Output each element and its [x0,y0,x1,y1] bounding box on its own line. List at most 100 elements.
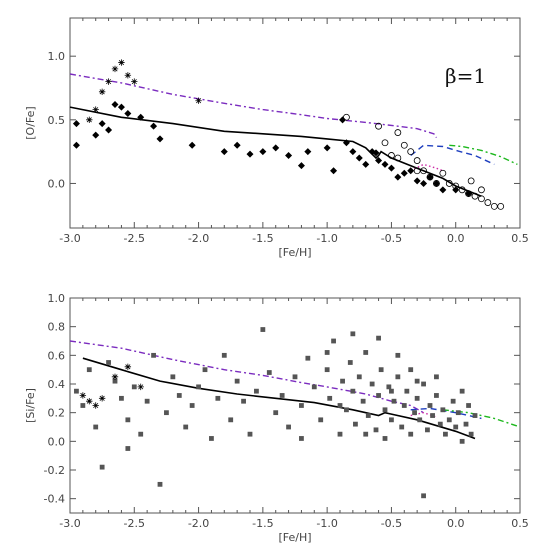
data-point-diamond [330,167,338,175]
data-point-square [344,407,349,413]
data-point-diamond [426,173,434,181]
data-point-square [434,393,439,398]
data-point-circle [439,169,447,177]
data-point-diamond [439,186,447,194]
data-point-square [399,424,405,430]
data-point-square [247,431,253,437]
data-point-diamond [381,160,389,168]
data-point-square [327,395,333,401]
data-point-square [395,352,401,358]
data-point-square [125,417,131,423]
data-point-diamond [372,149,380,157]
data-point-square [86,367,92,373]
data-point-square [401,403,407,408]
data-point-diamond [432,179,440,187]
data-point-square [437,421,443,427]
data-point-square [459,438,465,444]
data-point-asterisk [118,59,125,66]
data-point-square [144,398,150,404]
data-point-diamond [413,177,421,185]
data-point-square [382,436,388,441]
model-line-solid-black [82,357,476,440]
data-point-square [389,388,394,394]
data-point-square [324,350,330,355]
data-point-square [196,384,201,390]
data-point-square [414,395,420,401]
data-point-square [404,388,410,394]
y-tick-label: 0.0 [48,177,66,190]
data-point-square [408,431,414,437]
data-point-square [360,398,366,404]
oxygen-panel: -3.0 -2.5 -2.0 -1.5 -1.0 -0.5 0.0 0.5 0.0 0.5 1.0 [… [24,17,529,259]
data-point-square [221,352,227,358]
data-point-circle [426,173,434,181]
data-point-diamond [342,139,350,147]
data-point-asterisk [86,116,93,124]
data-point-circle [375,122,382,130]
data-point-circle [394,154,402,162]
data-point-diamond [233,141,241,149]
data-point-square [446,417,452,423]
x-tick-label: -3.0 [59,232,80,245]
data-point-diamond [137,113,145,121]
data-point-circle [467,177,475,185]
data-point-square [425,427,430,433]
data-point-square [412,410,417,416]
data-point-square [434,374,439,380]
data-point-asterisk [124,72,132,79]
data-point-asterisk [137,383,144,391]
data-point-square [119,395,124,401]
data-point-asterisk [92,402,99,409]
data-point-diamond [323,144,331,152]
data-point-square [337,431,343,437]
data-point-diamond [339,116,347,124]
y-tick-label: 0.2 [48,407,66,420]
data-point-square [318,417,324,423]
x-tick-label: -0.5 [381,517,402,530]
y-tick-label: 1.0 [48,50,66,63]
data-point-square [363,431,369,437]
data-point-diamond [246,150,254,158]
data-point-asterisk [131,78,138,85]
y-tick-label: 0.0 [48,435,66,448]
data-point-circle [413,157,421,164]
x-tick-label: 0.0 [447,232,465,245]
data-point-square [125,446,131,451]
data-point-circle [407,148,415,156]
data-point-square [472,413,478,418]
data-point-asterisk [195,97,202,104]
data-point-circle [497,202,505,210]
data-point-diamond [420,179,428,187]
data-point-square [305,355,311,361]
data-point-square [386,384,392,390]
data-point-square [279,393,285,398]
data-point-asterisk [86,398,93,405]
y-tick-label: 0.6 [48,349,66,362]
data-point-square [466,403,471,408]
data-point-diamond [304,148,312,156]
data-point-circle [413,167,421,175]
data-point-square [450,398,456,404]
data-point-square [337,403,343,408]
data-point-diamond [105,126,113,134]
data-point-square [369,381,375,387]
data-point-square [215,395,221,401]
x-tick-label: 0.5 [511,232,529,245]
x-axis-label: [Fe/H] [278,246,311,259]
x-tick-label: -0.5 [381,232,402,245]
data-point-square [453,424,459,430]
data-point-asterisk [124,363,132,370]
data-point-square [421,493,426,499]
x-tick-label: -2.0 [188,517,209,530]
data-point-square [459,388,465,394]
data-point-circle [420,167,427,175]
data-point-circle [433,180,440,187]
data-point-asterisk [92,106,99,113]
plot-frame [69,297,521,514]
data-point-diamond [407,167,415,175]
data-point-diamond [124,109,132,117]
data-point-square [376,335,381,341]
data-point-asterisk [98,88,106,96]
data-point-diamond [272,144,280,152]
data-point-circle [484,199,492,206]
